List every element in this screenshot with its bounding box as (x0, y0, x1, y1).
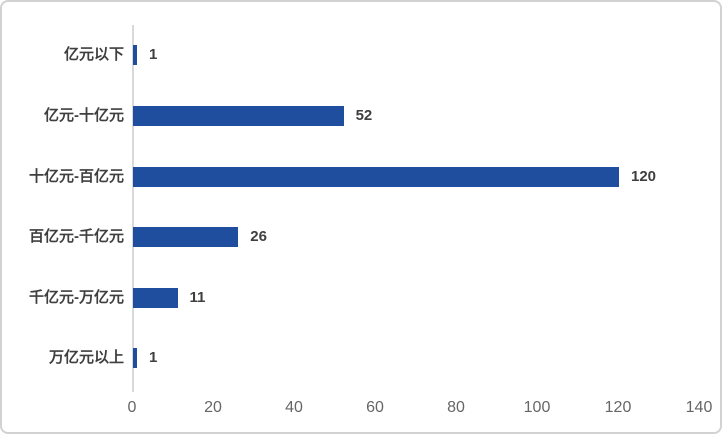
value-label: 11 (189, 288, 206, 306)
x-axis-tick-label: 80 (447, 399, 465, 416)
bar-segment (133, 227, 239, 248)
value-label: 52 (355, 106, 373, 124)
x-axis-tick-label: 120 (604, 399, 632, 416)
x-axis-tick-label: 60 (366, 399, 384, 416)
x-axis-tick-label: 20 (204, 399, 222, 416)
category-label: 百亿元-千亿元 (29, 228, 124, 246)
x-axis-tick-label: 140 (685, 399, 713, 416)
value-label: 120 (631, 167, 657, 185)
category-label: 万亿元以上 (48, 349, 124, 367)
category-label: 亿元以下 (63, 46, 124, 64)
value-label: 26 (250, 228, 267, 246)
bar-segment (133, 105, 344, 126)
category-label: 千亿元-万亿元 (29, 288, 124, 306)
x-axis-tick-label: 0 (127, 399, 137, 416)
bar-segment (133, 348, 138, 369)
value-label: 1 (149, 46, 158, 64)
category-axis-line (132, 25, 134, 392)
bar-segment (133, 287, 178, 308)
x-axis-tick-label: 100 (523, 399, 551, 416)
bar-segment (133, 45, 138, 66)
category-label: 亿元-十亿元 (44, 106, 124, 124)
x-axis-tick-label: 40 (285, 399, 303, 416)
bar-segment (133, 166, 619, 187)
category-label: 十亿元-百亿元 (29, 167, 124, 185)
value-label: 1 (149, 349, 158, 367)
